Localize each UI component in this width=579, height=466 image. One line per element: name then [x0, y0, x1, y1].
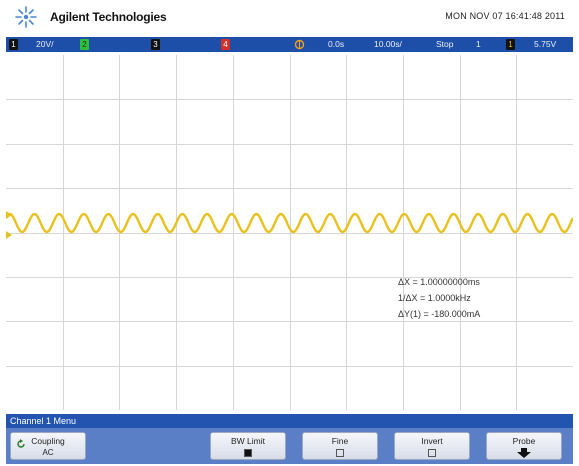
channel-1-indicator[interactable]: 1: [9, 39, 18, 50]
channel-1-scale: 20V/: [36, 39, 54, 49]
trigger-position-icon: [294, 39, 305, 50]
inverse-delta-x-readout: 1/ΔX = 1.0000kHz: [398, 293, 471, 303]
invert-checkbox: [428, 449, 436, 457]
menu-title: Channel 1 Menu: [6, 414, 573, 428]
channel-1-trace: [6, 212, 573, 234]
waveform-display[interactable]: ΔX = 1.00000000ms 1/ΔX = 1.0000kHz ΔY(1)…: [6, 55, 573, 410]
channel-3-indicator[interactable]: 3: [151, 39, 160, 50]
trigger-channel-indicator: 1: [506, 39, 515, 50]
delta-x-readout: ΔX = 1.00000000ms: [398, 277, 480, 287]
probe-softkey[interactable]: Probe: [486, 432, 562, 460]
channel-1-ground-marker[interactable]: [6, 211, 12, 239]
trigger-delay: 0.0s: [328, 39, 345, 49]
fine-softkey[interactable]: Fine: [302, 432, 378, 460]
invert-softkey[interactable]: Invert: [394, 432, 470, 460]
graticule: [6, 55, 573, 410]
header: Agilent Technologies MON NOV 07 16:41:48…: [0, 0, 579, 34]
invert-label: Invert: [421, 436, 443, 446]
trigger-level: 5.75V: [534, 39, 557, 49]
agilent-spark-logo-icon: [15, 6, 37, 28]
brand-name: Agilent Technologies: [50, 10, 167, 24]
channel-2-indicator[interactable]: 2: [80, 39, 89, 50]
softkey-bar: Coupling AC BW Limit Fine Invert Probe: [6, 428, 573, 464]
bw-limit-checkbox: [244, 449, 252, 457]
fine-label: Fine: [331, 436, 349, 446]
trigger-source: 1: [476, 39, 481, 49]
coupling-label: Coupling: [31, 436, 65, 446]
arrow-down-icon: [517, 448, 531, 458]
delta-y-readout: ΔY(1) = -180.000mA: [398, 309, 481, 319]
coupling-value: AC: [42, 448, 54, 457]
time-scale: 10.00s/: [374, 39, 402, 49]
rotate-knob-icon: [17, 439, 25, 448]
fine-checkbox: [336, 449, 344, 457]
coupling-softkey[interactable]: Coupling AC: [10, 432, 86, 460]
run-state: Stop: [436, 39, 454, 49]
status-bar: 1 20V/ 2 3 4 0.0s 10.00s/ Stop 1 1 5.75V: [6, 37, 573, 52]
datetime: MON NOV 07 16:41:48 2011: [445, 11, 565, 21]
probe-label: Probe: [512, 436, 536, 446]
channel-4-indicator[interactable]: 4: [221, 39, 230, 50]
bw-limit-label: BW Limit: [231, 436, 265, 446]
bw-limit-softkey[interactable]: BW Limit: [210, 432, 286, 460]
cursor-measurements: ΔX = 1.00000000ms 1/ΔX = 1.0000kHz ΔY(1)…: [398, 274, 480, 322]
